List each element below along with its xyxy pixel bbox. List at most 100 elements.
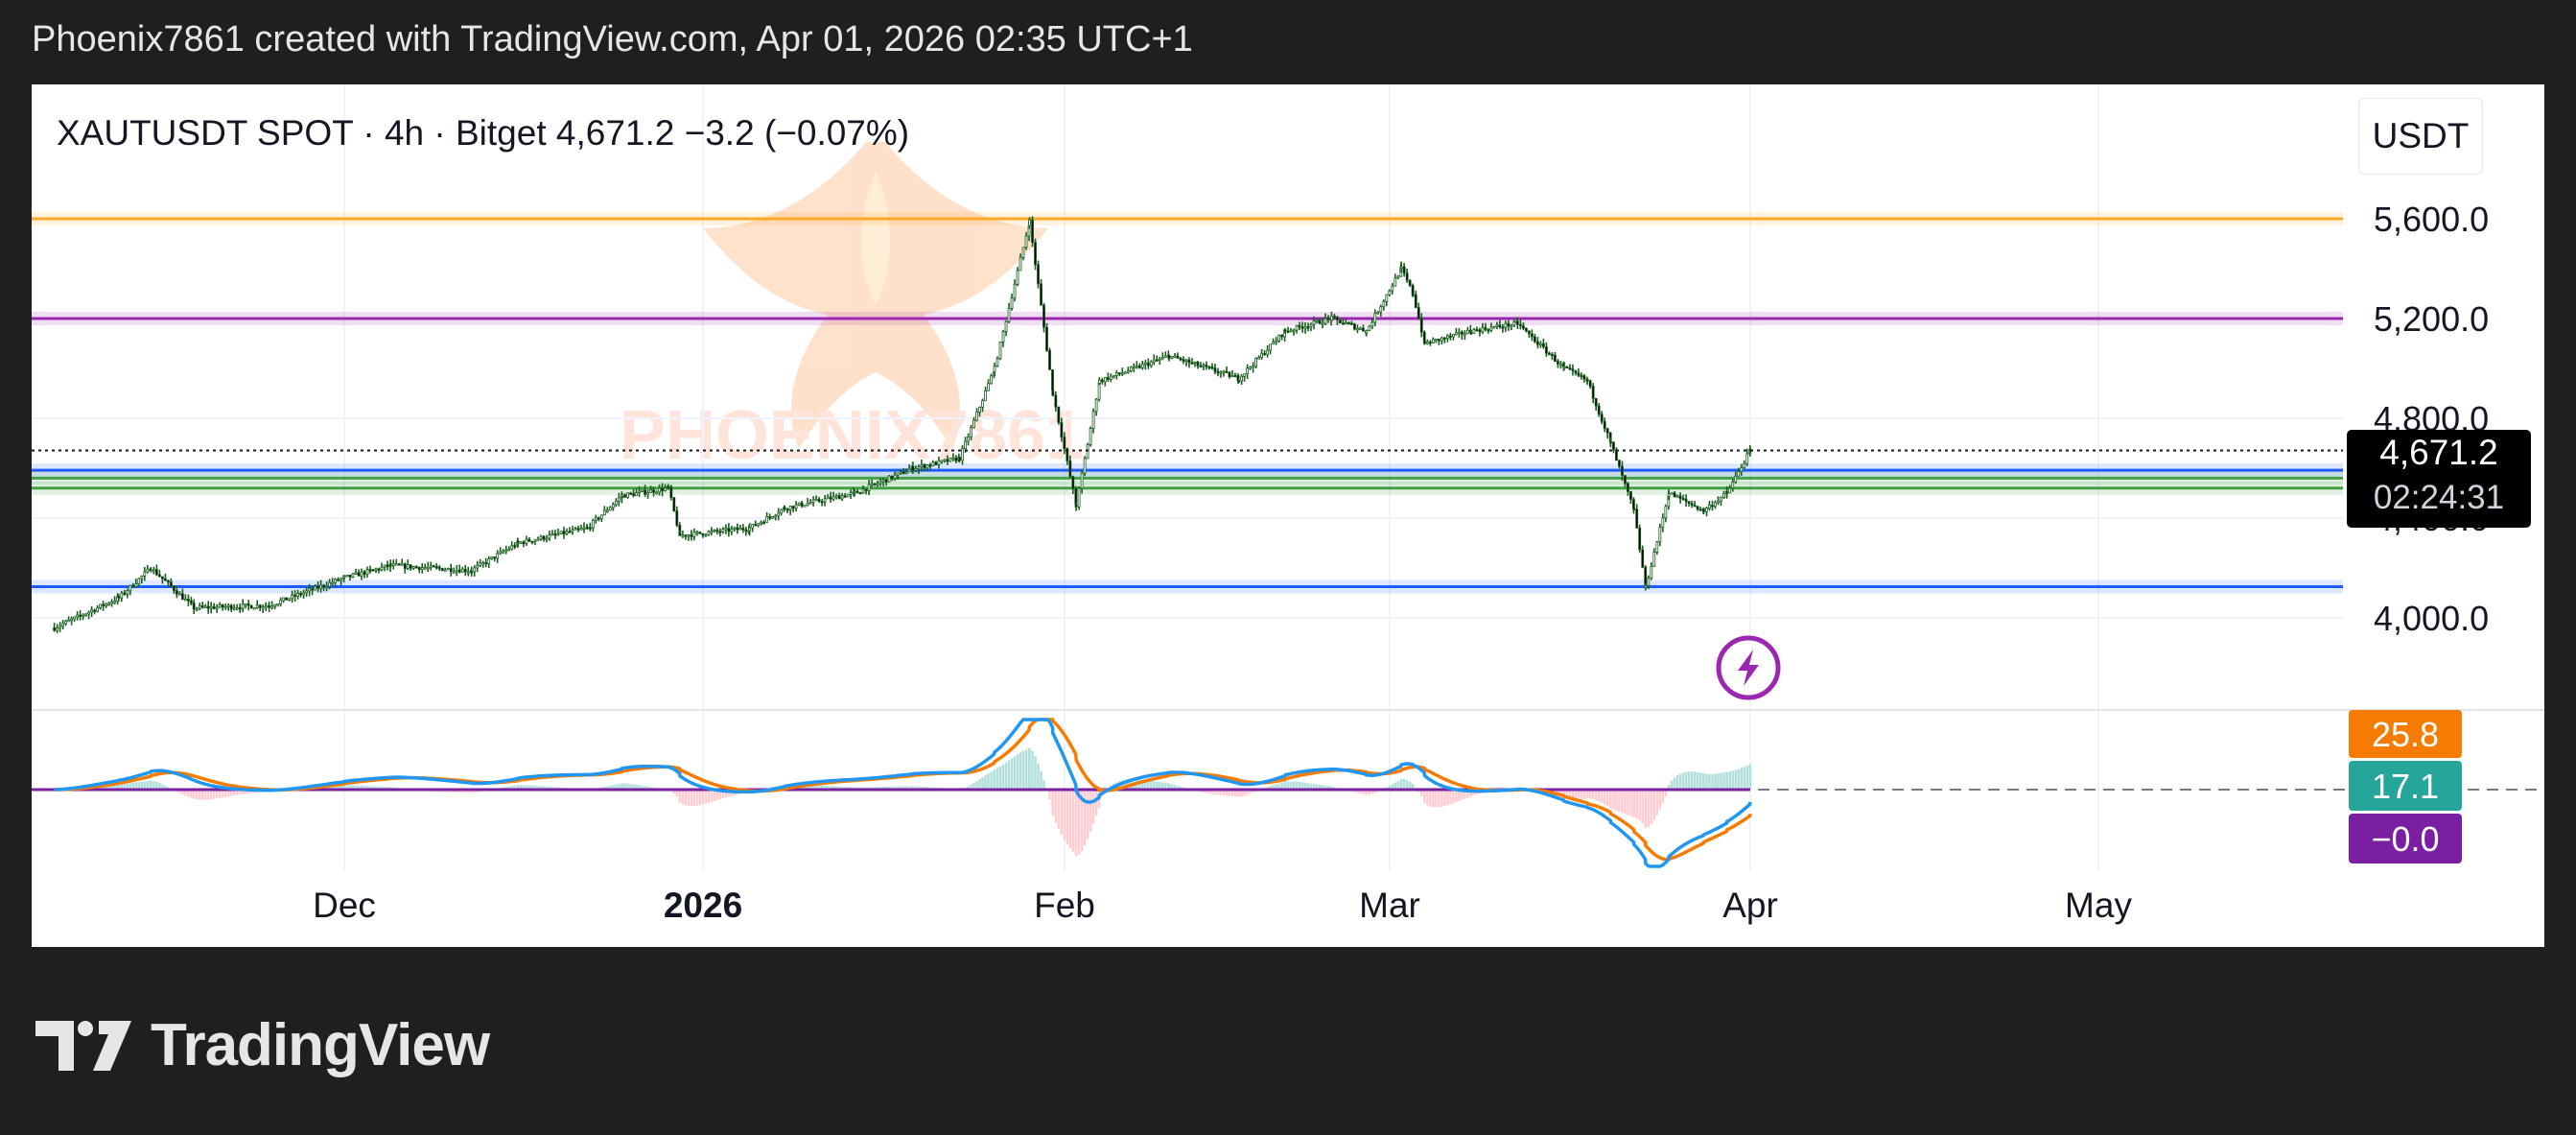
candle-body: [893, 474, 897, 480]
horizontal-levels[interactable]: [32, 212, 2343, 594]
candle-body: [1051, 368, 1054, 391]
candle-body: [834, 495, 838, 498]
lightning-icon[interactable]: [1716, 635, 1781, 700]
candle-body: [632, 492, 635, 496]
candle-body: [1184, 359, 1188, 363]
candle-body: [1037, 264, 1040, 285]
candle-body: [539, 535, 543, 540]
candle-body: [591, 519, 595, 529]
candle-body: [1411, 285, 1415, 296]
candle-body: [180, 593, 184, 601]
candle-body: [1495, 324, 1499, 328]
candle-body: [1693, 505, 1697, 508]
candle-body: [849, 492, 853, 495]
candle-body: [1708, 505, 1711, 509]
candle-body: [126, 590, 129, 595]
candle-body: [113, 601, 116, 603]
candle-body: [701, 532, 705, 536]
candle-body: [629, 492, 632, 495]
candle-body: [1696, 506, 1699, 510]
candle-body: [744, 529, 748, 532]
candle-body: [1525, 327, 1528, 332]
candle-body: [345, 575, 349, 578]
candle-body: [887, 475, 891, 483]
candle-body: [814, 498, 818, 502]
candle-body: [896, 472, 900, 476]
candle-body: [678, 532, 682, 536]
candle-body: [1411, 294, 1415, 296]
candle-body: [1422, 331, 1426, 342]
candle-body: [1658, 527, 1662, 543]
price-scale[interactable]: 5,600.0 5,200.0 4,800.0 4,400.0 4,000.0: [2374, 200, 2489, 638]
candle-body: [576, 528, 580, 531]
candle-body: [1004, 320, 1008, 332]
candle-body: [940, 460, 944, 462]
candle-body: [457, 569, 461, 573]
candle-body: [1071, 476, 1075, 489]
candle-body: [1597, 405, 1601, 415]
candle-body: [641, 489, 644, 492]
candle-body: [946, 459, 949, 462]
candle-body: [1048, 349, 1051, 370]
candle-body: [1167, 354, 1171, 359]
currency-button[interactable]: USDT: [2358, 98, 2483, 175]
candle-body: [288, 598, 292, 601]
candle-body: [342, 576, 346, 579]
candle-body: [853, 490, 856, 494]
candle-body: [226, 604, 230, 607]
indicator-line-1: [54, 718, 1752, 868]
candle-body: [571, 529, 574, 532]
candle-body: [1425, 341, 1429, 344]
candle-body: [1652, 552, 1656, 567]
candle-body: [934, 461, 938, 465]
candle-body: [1210, 367, 1214, 369]
candle-body: [328, 581, 332, 587]
candle-body: [1252, 366, 1255, 368]
candle-body: [1382, 300, 1386, 308]
candle-body: [981, 400, 984, 408]
candle-body: [1379, 306, 1383, 313]
candle-body: [212, 605, 216, 609]
candle-body: [626, 492, 629, 498]
chart-canvas[interactable]: PHOENIX7861: [32, 84, 2544, 947]
candle-body: [884, 479, 888, 483]
price-label-5600: 5,600.0: [2374, 200, 2489, 239]
candle-body: [545, 537, 549, 540]
candle-body: [1176, 355, 1180, 359]
candle-body: [990, 375, 993, 385]
candle-body: [533, 539, 537, 542]
footer-brand: TradingView: [151, 1012, 490, 1078]
candle-body: [1408, 279, 1412, 286]
candle-body: [1440, 337, 1443, 342]
candle-body: [623, 494, 626, 498]
candle-body: [831, 496, 835, 500]
watermark-text: PHOENIX7861: [620, 397, 1084, 474]
candle-body: [221, 603, 224, 608]
candle-body: [397, 563, 401, 566]
time-axis[interactable]: Dec 2026 Feb Mar Apr May: [313, 886, 2132, 925]
time-label-2026: 2026: [664, 886, 742, 925]
indicator-badge-3: [2349, 814, 2462, 863]
candle-body: [1179, 358, 1183, 361]
candle-body: [206, 605, 210, 609]
candle-body: [1454, 332, 1458, 335]
candle-body: [1269, 343, 1273, 351]
candle-body: [1743, 462, 1746, 468]
candle-body: [87, 611, 90, 615]
candle-body: [1489, 326, 1493, 331]
candle-body: [1106, 377, 1110, 381]
candle-body: [987, 383, 990, 391]
candle-body: [1193, 361, 1197, 365]
candle-body: [1042, 304, 1045, 328]
candle-body: [70, 618, 73, 621]
candle-body: [1155, 359, 1159, 362]
candle-body: [873, 483, 877, 485]
candle-body: [1534, 336, 1536, 343]
symbol-info[interactable]: XAUTUSDT SPOT · 4h · Bitget 4,671.2 −3.2…: [57, 113, 910, 153]
chart-panel[interactable]: PHOENIX7861: [32, 84, 2544, 947]
candle-body: [365, 569, 369, 576]
candle-body: [829, 496, 832, 500]
candle-body: [1063, 437, 1066, 450]
candle-body: [817, 498, 821, 502]
candle-body: [368, 569, 372, 572]
